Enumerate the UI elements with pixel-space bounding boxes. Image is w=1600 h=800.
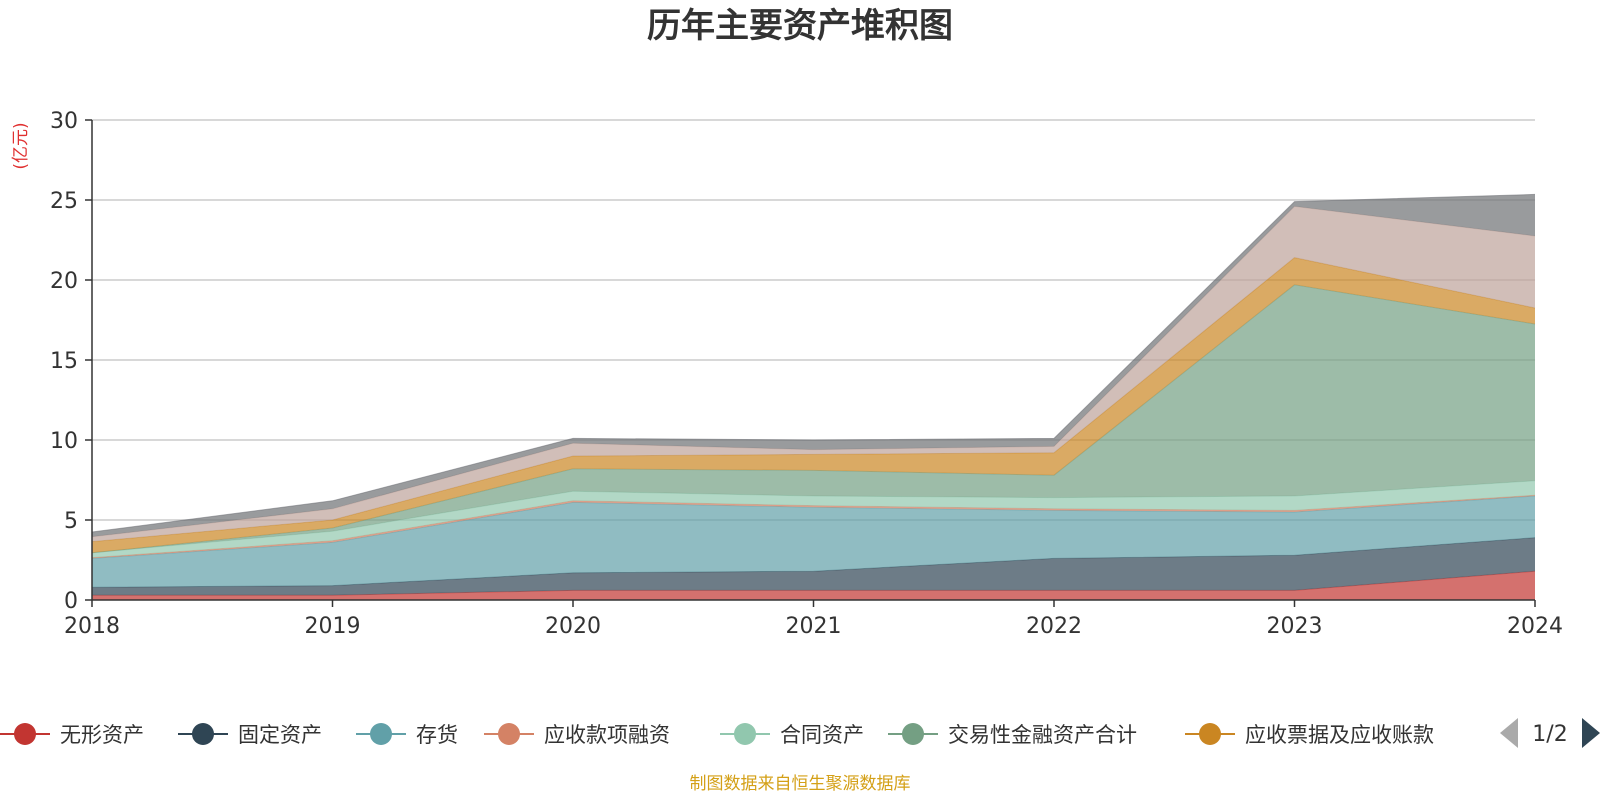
area-series-0 <box>92 571 1535 600</box>
y-tick-label: 0 <box>64 589 78 614</box>
area-series-3 <box>92 495 1535 559</box>
legend-item[interactable]: 交易性金融资产合计 <box>888 723 1137 747</box>
triangle-right-icon[interactable] <box>1582 718 1600 748</box>
y-axis-unit: (亿元) <box>11 122 31 169</box>
y-tick-label: 25 <box>50 189 78 214</box>
legend-label: 合同资产 <box>780 723 864 747</box>
area-series-2 <box>92 496 1535 588</box>
legend-label: 无形资产 <box>60 723 144 747</box>
axes: 0 5 10 15 20 25 30 2018 2019 2020 2021 2022 2023 2024 <box>50 109 1563 639</box>
legend-marker-icon <box>902 723 924 745</box>
legend-marker-icon <box>370 723 392 745</box>
chart-title: 历年主要资产堆积图 <box>647 6 953 46</box>
legend-item[interactable]: 固定资产 <box>178 723 322 747</box>
legend-marker-icon <box>1199 723 1221 745</box>
area-series-4 <box>92 480 1535 558</box>
y-tick-label: 30 <box>50 109 78 134</box>
area-series-7 <box>92 206 1535 542</box>
legend-pager: 1/2 <box>1500 718 1600 748</box>
legend-marker-icon <box>498 723 520 745</box>
y-tick-label: 20 <box>50 269 78 294</box>
x-tick-label: 2018 <box>64 614 120 639</box>
legend-label: 交易性金融资产合计 <box>948 723 1137 747</box>
legend-marker-icon <box>192 723 214 745</box>
x-tick-label: 2023 <box>1267 614 1323 639</box>
x-tick-label: 2021 <box>786 614 842 639</box>
y-tick-label: 15 <box>50 349 78 374</box>
legend-item[interactable]: 合同资产 <box>720 723 864 747</box>
legend-label: 存货 <box>416 723 458 747</box>
legend-item[interactable]: 应收票据及应收账款 <box>1185 723 1434 747</box>
legend: 无形资产 固定资产 存货 应收款项融资 合同资产 交易性金融资产合计 应收票据及应收账款 <box>0 723 1434 747</box>
legend-marker-icon <box>14 723 36 745</box>
x-tick-label: 2024 <box>1507 614 1563 639</box>
legend-item[interactable]: 存货 <box>356 723 458 747</box>
legend-marker-icon <box>734 723 756 745</box>
legend-item[interactable]: 应收款项融资 <box>484 723 670 747</box>
x-tick-label: 2019 <box>305 614 361 639</box>
legend-page-indicator: 1/2 <box>1532 722 1567 747</box>
area-line-8 <box>91 193 1536 533</box>
x-tick-label: 2020 <box>545 614 601 639</box>
area-series-1 <box>92 537 1535 596</box>
area-series-6 <box>92 257 1535 553</box>
x-tick-label: 2022 <box>1026 614 1082 639</box>
y-tick-label: 5 <box>64 509 78 534</box>
legend-label: 应收票据及应收账款 <box>1245 723 1434 747</box>
triangle-left-icon[interactable] <box>1500 718 1518 748</box>
legend-label: 应收款项融资 <box>544 723 670 747</box>
area-series-5 <box>92 284 1535 553</box>
legend-label: 固定资产 <box>238 723 322 747</box>
legend-item[interactable]: 无形资产 <box>0 723 144 747</box>
data-source-note: 制图数据来自恒生聚源数据库 <box>690 774 911 794</box>
stacked-areas <box>91 193 1536 600</box>
y-tick-label: 10 <box>50 429 78 454</box>
